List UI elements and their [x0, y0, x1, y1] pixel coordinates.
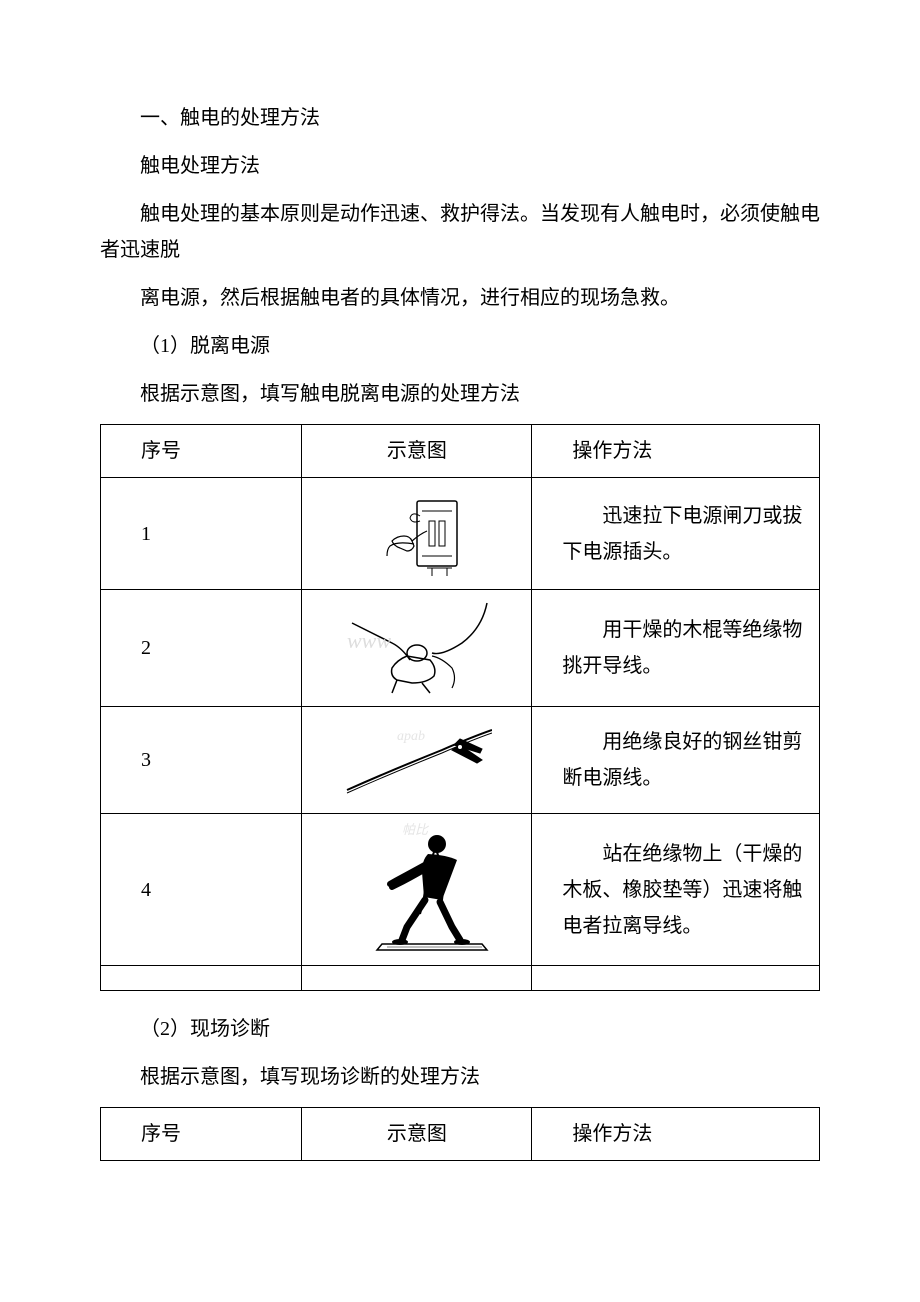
- table-row: 2 www 用干燥的木棍等绝缘物挑开导线。: [101, 590, 820, 707]
- table-header-method: 操作方法: [532, 1108, 820, 1161]
- table-row: 序号 示意图 操作方法: [101, 425, 820, 478]
- pull-person-on-insulator-icon: 帕比: [342, 822, 492, 957]
- row-method: 迅速拉下电源闸刀或拔下电源插头。: [532, 478, 820, 590]
- section-title: 一、触电的处理方法: [100, 100, 820, 136]
- switch-off-icon: [362, 486, 472, 581]
- table-header-method: 操作方法: [532, 425, 820, 478]
- stick-push-wire-icon: www: [342, 598, 492, 698]
- subsection-1-title: （1）脱离电源: [100, 328, 820, 364]
- row-method: 站在绝缘物上（干燥的木板、橡胶垫等）迅速将触电者拉离导线。: [532, 814, 820, 966]
- intro-line-2: 离电源，然后根据触电者的具体情况，进行相应的现场急救。: [100, 280, 820, 316]
- subsection-2-desc: 根据示意图，填写现场诊断的处理方法: [100, 1059, 820, 1095]
- empty-cell: [532, 966, 820, 991]
- diagram-cell: 帕比: [302, 814, 532, 966]
- diagram-cell: apab: [302, 707, 532, 814]
- table-2: 序号 示意图 操作方法: [100, 1107, 820, 1161]
- row-method: 用绝缘良好的钢丝钳剪断电源线。: [532, 707, 820, 814]
- method-text: 站在绝缘物上（干燥的木板、橡胶垫等）迅速将触电者拉离导线。: [562, 836, 809, 944]
- table-header-num: 序号: [101, 1108, 302, 1161]
- diagram-cell: www: [302, 590, 532, 707]
- watermark-icon: apab: [397, 729, 425, 744]
- watermark-icon: 帕比: [402, 822, 429, 837]
- subsection-2-title: （2）现场诊断: [100, 1011, 820, 1047]
- table-row: [101, 966, 820, 991]
- method-text: 用干燥的木棍等绝缘物挑开导线。: [562, 612, 809, 684]
- row-num: 2: [101, 590, 302, 707]
- intro-line-1: 触电处理的基本原则是动作迅速、救护得法。当发现有人触电时，必须使触电者迅速脱: [100, 196, 820, 268]
- table-row: 4 帕比 站在绝缘物上（干燥的木板、橡胶垫等）迅速将触电者拉离导线。: [101, 814, 820, 966]
- row-num: 4: [101, 814, 302, 966]
- table-row: 3 apab 用绝缘良好的钢丝钳剪断电源线。: [101, 707, 820, 814]
- method-text: 用绝缘良好的钢丝钳剪断电源线。: [562, 724, 809, 796]
- empty-cell: [302, 966, 532, 991]
- table-row: 序号 示意图 操作方法: [101, 1108, 820, 1161]
- cut-wire-icon: apab: [342, 715, 492, 805]
- subsection-1-desc: 根据示意图，填写触电脱离电源的处理方法: [100, 376, 820, 412]
- row-num: 3: [101, 707, 302, 814]
- subtitle: 触电处理方法: [100, 148, 820, 184]
- row-method: 用干燥的木棍等绝缘物挑开导线。: [532, 590, 820, 707]
- empty-cell: [101, 966, 302, 991]
- row-num: 1: [101, 478, 302, 590]
- intro-paragraph: 触电处理的基本原则是动作迅速、救护得法。当发现有人触电时，必须使触电者迅速脱: [100, 196, 820, 268]
- table-header-img: 示意图: [302, 1108, 532, 1161]
- method-text: 迅速拉下电源闸刀或拔下电源插头。: [562, 498, 809, 570]
- table-header-num: 序号: [101, 425, 302, 478]
- table-row: 1 迅速拉下电源闸刀或拔下电源插头。: [101, 478, 820, 590]
- table-header-img: 示意图: [302, 425, 532, 478]
- diagram-cell: [302, 478, 532, 590]
- table-1: 序号 示意图 操作方法 1 迅速拉下电源闸刀或拔下电源插头。: [100, 424, 820, 991]
- watermark-icon: www: [347, 628, 391, 653]
